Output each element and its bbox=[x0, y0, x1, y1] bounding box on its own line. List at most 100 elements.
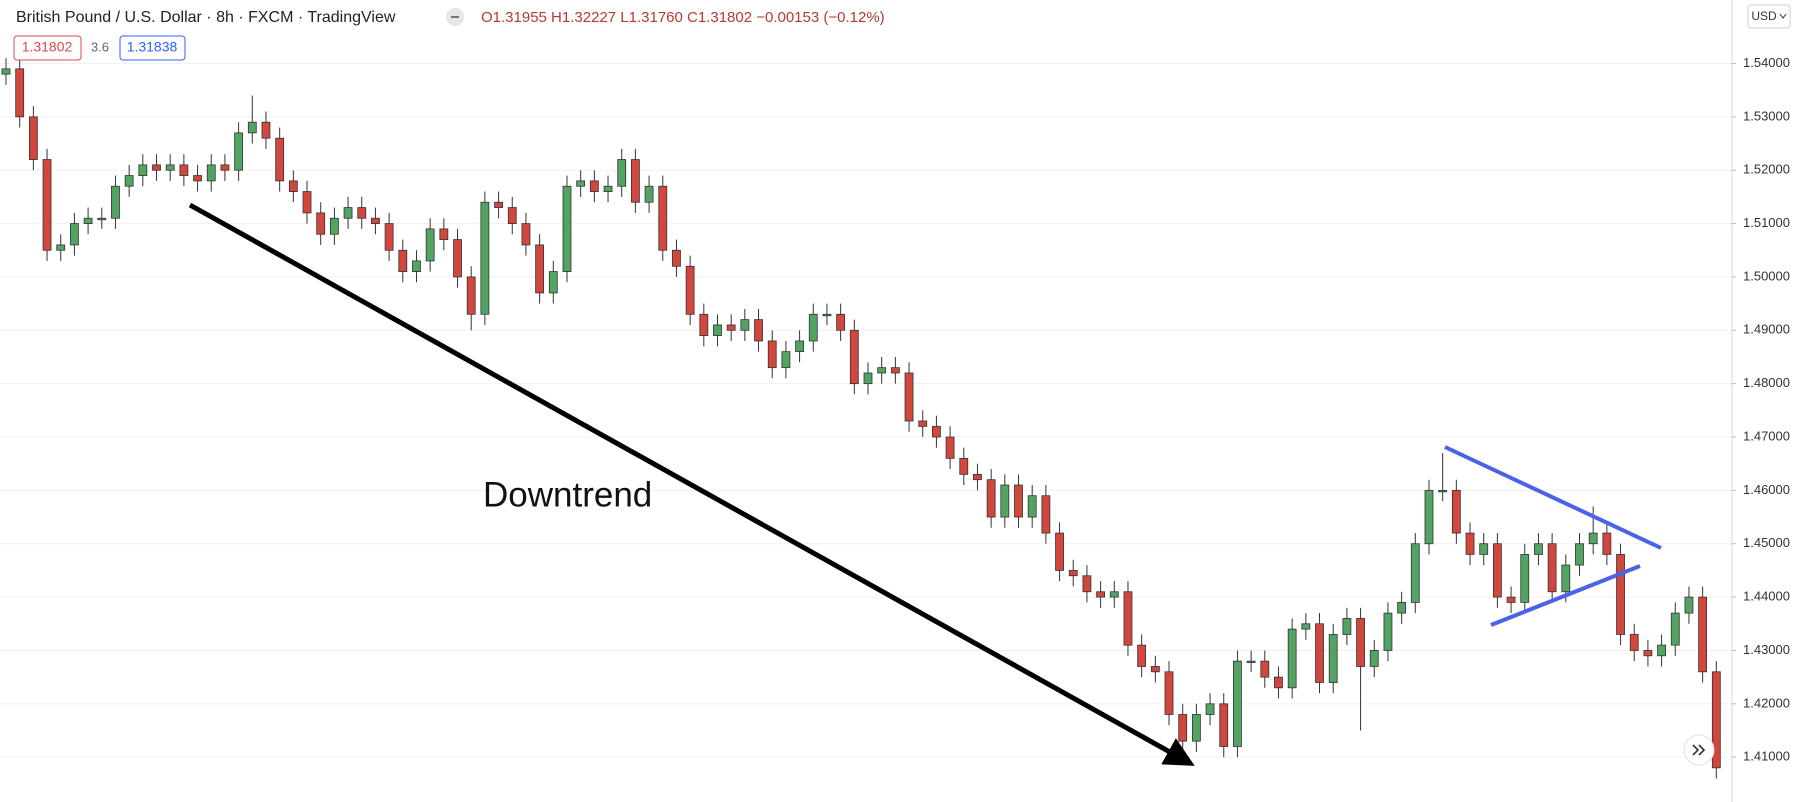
candle-body bbox=[603, 185, 613, 192]
spread: 3.6 bbox=[91, 39, 109, 54]
candle-body bbox=[822, 313, 832, 317]
y-tick-label: 1.43000 bbox=[1743, 642, 1790, 657]
candle-body bbox=[466, 276, 476, 315]
y-tick-label: 1.51000 bbox=[1743, 215, 1790, 230]
candle-body bbox=[1328, 634, 1338, 683]
triangle-upper bbox=[1444, 445, 1662, 550]
candle-body bbox=[1055, 532, 1064, 571]
candle-body bbox=[138, 164, 148, 176]
y-tick-label: 1.49000 bbox=[1743, 322, 1790, 337]
y-tick-label: 1.50000 bbox=[1743, 268, 1790, 283]
candle-body bbox=[56, 244, 66, 251]
candle-body bbox=[1027, 495, 1037, 518]
candle-body bbox=[1246, 660, 1256, 664]
candle-body bbox=[507, 207, 517, 224]
candle-body bbox=[234, 132, 244, 171]
candle-body bbox=[1479, 543, 1489, 555]
candle-body bbox=[754, 319, 763, 342]
candle-body bbox=[1657, 644, 1666, 657]
candle-body bbox=[480, 201, 490, 315]
candle-body bbox=[1698, 596, 1708, 673]
candle-body bbox=[699, 313, 709, 337]
buy-box[interactable] bbox=[119, 35, 186, 61]
candle-body bbox=[795, 340, 804, 353]
ohlc-values: O1.31955 H1.32227 L1.31760 C1.31802 −0.0… bbox=[481, 9, 885, 26]
candle-body bbox=[808, 313, 818, 342]
candle-body bbox=[1438, 489, 1448, 493]
candle-body bbox=[781, 351, 791, 369]
candle-body bbox=[179, 164, 189, 176]
candle-body bbox=[904, 372, 914, 422]
candle-body bbox=[97, 217, 107, 221]
candle-body bbox=[685, 265, 695, 315]
candle-body bbox=[713, 324, 722, 337]
candle-body bbox=[1520, 554, 1530, 603]
candle-body bbox=[1096, 591, 1106, 598]
candle-body bbox=[767, 340, 777, 369]
y-tick-label: 1.44000 bbox=[1743, 589, 1790, 604]
currency: USD bbox=[1751, 9, 1777, 23]
scroll-icon bbox=[1692, 744, 1706, 756]
candle-body bbox=[1191, 714, 1201, 742]
candle-body bbox=[836, 313, 846, 331]
candle-body bbox=[1588, 532, 1598, 545]
annotation: Downtrend bbox=[483, 475, 652, 514]
candle-body bbox=[863, 372, 873, 385]
candle-body bbox=[206, 164, 216, 182]
candle-body bbox=[329, 217, 339, 235]
candle-body bbox=[986, 479, 996, 518]
candle-body bbox=[1260, 660, 1270, 678]
candle-body bbox=[890, 367, 900, 374]
candle-body bbox=[562, 185, 572, 273]
candle-body bbox=[589, 180, 599, 192]
candle-body bbox=[1369, 650, 1379, 667]
candle-body bbox=[1150, 666, 1160, 673]
candle-body bbox=[617, 159, 627, 187]
candle-body bbox=[275, 137, 285, 182]
candle-body bbox=[1465, 532, 1475, 555]
candle-body bbox=[425, 228, 435, 262]
candle-body bbox=[1219, 703, 1229, 747]
candle-body bbox=[548, 271, 558, 294]
candle-body bbox=[15, 68, 25, 118]
y-tick-label: 1.41000 bbox=[1743, 749, 1790, 764]
candle-body bbox=[1616, 554, 1625, 635]
candle-body bbox=[672, 249, 681, 267]
candle-body bbox=[288, 180, 298, 192]
candle-body bbox=[932, 425, 941, 438]
candle-body bbox=[1164, 671, 1174, 715]
candle-body bbox=[1711, 671, 1721, 769]
y-tick-label: 1.45000 bbox=[1743, 535, 1790, 550]
candle-body bbox=[1205, 703, 1215, 715]
candle-body bbox=[1643, 650, 1653, 657]
candle-body bbox=[1123, 591, 1133, 646]
candle-body bbox=[630, 159, 640, 203]
candle-body bbox=[1041, 495, 1051, 534]
candle-body bbox=[1670, 612, 1680, 646]
y-tick-label: 1.53000 bbox=[1743, 108, 1790, 123]
currency-button[interactable] bbox=[1747, 4, 1791, 29]
candle-body bbox=[70, 223, 79, 246]
candle-body bbox=[1575, 543, 1584, 566]
candle-body bbox=[261, 121, 271, 139]
y-tick-label: 1.48000 bbox=[1743, 375, 1790, 390]
candle-body bbox=[124, 175, 134, 187]
sell-price: 1.31802 bbox=[22, 39, 73, 55]
candle-body bbox=[343, 207, 353, 219]
buy-price: 1.31838 bbox=[127, 39, 178, 55]
candle-body bbox=[384, 223, 394, 251]
candle-body bbox=[111, 185, 120, 219]
sell-box[interactable] bbox=[13, 35, 82, 61]
candle-body bbox=[1561, 564, 1571, 593]
candle-body bbox=[521, 223, 531, 246]
candle-body bbox=[1014, 484, 1023, 518]
candle-body bbox=[1068, 570, 1078, 577]
y-tick-label: 1.47000 bbox=[1743, 428, 1790, 443]
candle-body bbox=[28, 116, 38, 160]
candle-body bbox=[165, 164, 175, 171]
candle-body bbox=[849, 329, 859, 385]
candle-body bbox=[1000, 484, 1010, 518]
candle-body bbox=[1109, 591, 1119, 598]
candle-body bbox=[726, 324, 736, 331]
